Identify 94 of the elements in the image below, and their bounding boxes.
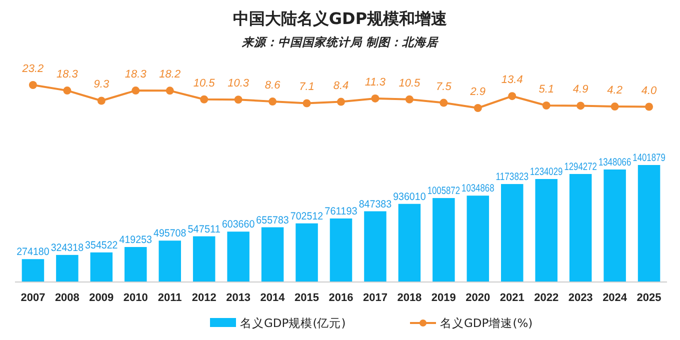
point <box>508 92 516 100</box>
data-label: 419253 <box>119 234 154 246</box>
bar <box>364 211 386 282</box>
point <box>166 86 174 95</box>
point <box>200 95 208 104</box>
data-label: 18.3 <box>124 68 148 81</box>
bar <box>124 247 147 282</box>
point <box>97 96 106 105</box>
bar <box>604 169 626 282</box>
data-label: 18.3 <box>56 68 79 81</box>
bar <box>432 198 455 282</box>
point <box>28 81 37 89</box>
data-label: 18.2 <box>159 68 181 81</box>
data-label: 761193 <box>324 205 359 218</box>
point <box>234 96 242 104</box>
point <box>542 102 550 110</box>
bar <box>398 204 421 282</box>
x-tick-label: 2019 <box>431 292 456 304</box>
legend-label: 名义GDP增速(%) <box>440 316 533 330</box>
data-label: 547511 <box>188 223 222 236</box>
point <box>610 102 619 111</box>
data-label: 4.2 <box>607 84 622 97</box>
bar <box>56 254 78 282</box>
data-label: 10.5 <box>193 77 216 90</box>
x-tick-label: 2023 <box>568 292 593 304</box>
data-label: 702512 <box>290 210 326 222</box>
point <box>576 102 585 110</box>
data-label: 13.4 <box>501 74 523 86</box>
data-label: 8.4 <box>333 80 349 92</box>
bar <box>227 232 250 282</box>
x-tick-label: 2024 <box>602 292 628 304</box>
data-label: 10.5 <box>398 77 422 90</box>
data-label: 9.3 <box>94 78 110 91</box>
point <box>132 86 140 95</box>
x-tick-label: 2016 <box>328 292 354 304</box>
bar <box>296 223 318 282</box>
data-label: 7.1 <box>299 81 314 94</box>
data-label: 936010 <box>393 190 428 203</box>
data-label: 2.9 <box>469 86 486 98</box>
point <box>371 94 380 102</box>
data-label: 7.5 <box>436 80 452 93</box>
point <box>474 104 482 112</box>
x-tick-label: 2010 <box>123 292 148 304</box>
point <box>440 98 448 107</box>
data-label: 324318 <box>50 242 86 254</box>
point <box>302 99 311 108</box>
bar <box>192 236 216 282</box>
data-label: 274180 <box>16 246 52 258</box>
data-label: 4.9 <box>572 84 588 96</box>
data-label: 23.2 <box>21 63 44 75</box>
data-label: 8.6 <box>264 80 282 92</box>
bar <box>90 252 113 282</box>
x-tick-label: 2008 <box>54 292 80 304</box>
bar <box>466 196 490 282</box>
point <box>337 98 345 106</box>
x-tick-label: 2007 <box>20 292 46 304</box>
x-tick-label: 2018 <box>397 292 422 304</box>
point <box>63 86 72 95</box>
x-tick-label: 2021 <box>500 292 524 304</box>
x-tick-label: 2025 <box>636 292 662 304</box>
x-tick-label: 2017 <box>362 292 388 304</box>
x-tick-label: 2011 <box>158 292 182 304</box>
bar <box>569 174 592 282</box>
data-label: 1401879 <box>632 152 674 164</box>
data-label: 354522 <box>85 239 120 252</box>
chart-subtitle: 来源：中国国家统计局 制图：北海居 <box>240 35 439 49</box>
x-tick-label: 2022 <box>534 292 559 304</box>
data-label: 495708 <box>154 228 189 240</box>
data-label: 603660 <box>222 218 258 231</box>
data-label: 655783 <box>256 214 292 226</box>
x-tick-label: 2015 <box>294 292 320 304</box>
x-tick-label: 2020 <box>466 292 490 304</box>
legend-label: 名义GDP规模(亿元) <box>240 316 346 330</box>
data-label: 10.3 <box>228 78 250 90</box>
data-label: 847383 <box>358 198 394 210</box>
bar <box>261 227 284 282</box>
x-tick-label: 2009 <box>89 292 114 304</box>
bar <box>158 240 181 282</box>
point <box>268 98 277 106</box>
point <box>405 95 414 104</box>
x-tick-label: 2014 <box>260 292 286 304</box>
data-label: 4.0 <box>641 84 658 97</box>
data-label: 5.1 <box>538 84 554 96</box>
data-label: 1034868 <box>462 182 502 195</box>
bar <box>535 179 558 282</box>
bar <box>330 218 352 282</box>
x-tick-label: 2012 <box>192 292 216 304</box>
x-tick-label: 2013 <box>226 292 251 304</box>
point <box>645 102 654 111</box>
bar <box>22 259 44 282</box>
bar <box>638 165 660 282</box>
bar <box>501 184 524 282</box>
chart-title: 中国大陆名义GDP规模和增速 <box>232 9 448 28</box>
data-label: 11.3 <box>364 76 386 88</box>
